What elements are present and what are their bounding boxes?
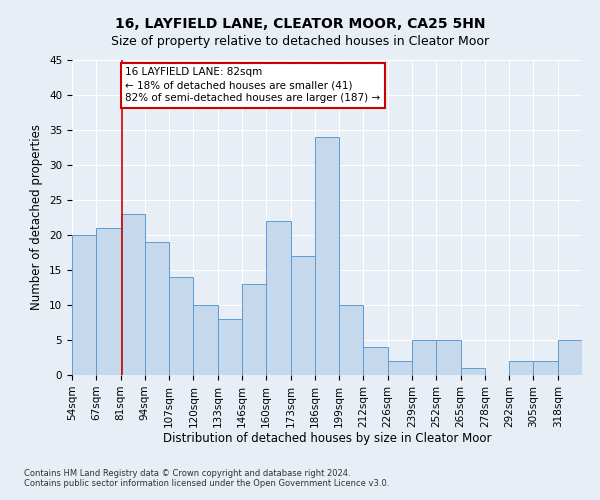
Bar: [364, 347, 388, 375]
Text: 16 LAYFIELD LANE: 82sqm
← 18% of detached houses are smaller (41)
82% of semi-de: 16 LAYFIELD LANE: 82sqm ← 18% of detache…: [125, 67, 380, 104]
Bar: [436, 340, 461, 375]
Bar: [461, 368, 485, 375]
Text: Size of property relative to detached houses in Cleator Moor: Size of property relative to detached ho…: [111, 35, 489, 48]
Bar: [388, 361, 412, 375]
Bar: [169, 277, 193, 375]
Bar: [533, 361, 558, 375]
Bar: [193, 305, 218, 375]
Y-axis label: Number of detached properties: Number of detached properties: [31, 124, 43, 310]
Bar: [509, 361, 533, 375]
Text: Contains HM Land Registry data © Crown copyright and database right 2024.: Contains HM Land Registry data © Crown c…: [24, 469, 350, 478]
Bar: [96, 228, 121, 375]
Bar: [558, 340, 582, 375]
Bar: [145, 242, 169, 375]
Bar: [242, 284, 266, 375]
X-axis label: Distribution of detached houses by size in Cleator Moor: Distribution of detached houses by size …: [163, 432, 491, 446]
Bar: [218, 319, 242, 375]
Text: 16, LAYFIELD LANE, CLEATOR MOOR, CA25 5HN: 16, LAYFIELD LANE, CLEATOR MOOR, CA25 5H…: [115, 18, 485, 32]
Bar: [339, 305, 364, 375]
Bar: [72, 235, 96, 375]
Bar: [121, 214, 145, 375]
Bar: [412, 340, 436, 375]
Bar: [290, 256, 315, 375]
Bar: [266, 221, 290, 375]
Text: Contains public sector information licensed under the Open Government Licence v3: Contains public sector information licen…: [24, 479, 389, 488]
Bar: [315, 137, 339, 375]
